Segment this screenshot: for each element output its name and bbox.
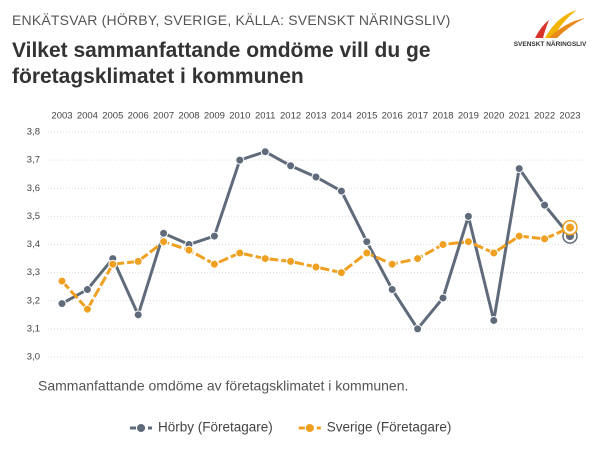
x-tick-label: 2012	[280, 111, 301, 122]
x-tick-label: 2018	[432, 111, 453, 122]
point	[463, 237, 473, 247]
x-tick-label: 2011	[255, 111, 275, 122]
point	[133, 310, 143, 320]
x-tick-label: 2016	[382, 111, 403, 122]
x-tick-label: 2023	[559, 111, 580, 122]
point	[463, 211, 473, 221]
point	[57, 299, 67, 309]
point	[235, 248, 245, 258]
x-tick-label: 2017	[407, 111, 428, 122]
x-tick-label: 2003	[51, 111, 72, 122]
x-tick-label: 2005	[102, 111, 123, 122]
x-tick-label: 2006	[128, 111, 149, 122]
x-tick-label: 2007	[153, 111, 174, 122]
y-tick-label: 3,0	[27, 352, 40, 363]
point	[362, 248, 372, 258]
logo-wing	[549, 18, 585, 38]
logo: SVENSKT NÄRINGSLIV	[514, 10, 587, 48]
x-tick-label: 2010	[229, 111, 250, 122]
point	[311, 262, 321, 272]
x-tick-label: 2014	[331, 111, 352, 122]
y-tick-label: 3,7	[27, 155, 40, 166]
point	[108, 259, 118, 269]
point	[260, 147, 270, 157]
legend-label: Sverige (Företagare)	[327, 420, 452, 435]
point	[286, 256, 296, 266]
point	[413, 324, 423, 334]
point	[82, 304, 92, 314]
point	[159, 237, 169, 247]
y-tick-label: 3,2	[27, 295, 40, 306]
point	[413, 254, 423, 264]
legend-marker	[305, 424, 314, 432]
x-tick-label: 2013	[305, 111, 326, 122]
chart-title: Vilket sammanfattande omdöme vill du ge …	[12, 39, 431, 88]
x-tick-label: 2021	[509, 111, 530, 122]
legend-marker	[137, 424, 145, 432]
point	[336, 268, 346, 278]
x-tick-label: 2019	[458, 111, 479, 122]
y-tick-label: 3,6	[27, 183, 40, 194]
point	[438, 240, 448, 249]
point	[540, 234, 550, 244]
x-tick-label: 2004	[77, 111, 98, 122]
x-tick-label: 2015	[356, 111, 377, 122]
point	[336, 186, 346, 196]
point	[540, 200, 550, 210]
point	[260, 254, 270, 264]
point	[286, 161, 296, 171]
point	[57, 276, 67, 286]
x-tick-label: 2020	[483, 111, 504, 122]
point	[209, 231, 219, 241]
y-tick-label: 3,5	[27, 211, 40, 222]
y-tick-label: 3,8	[27, 127, 40, 138]
point	[438, 293, 448, 303]
point	[209, 259, 219, 269]
point	[387, 285, 397, 294]
legend-label: Hörby (Företagare)	[158, 420, 273, 435]
x-tick-label: 2022	[534, 111, 555, 122]
y-tick-label: 3,1	[27, 323, 40, 334]
point	[362, 237, 372, 247]
point	[235, 155, 245, 165]
point	[489, 248, 499, 258]
point	[184, 245, 194, 255]
x-tick-label: 2008	[178, 111, 199, 122]
point	[514, 164, 524, 174]
point	[387, 259, 397, 269]
y-tick-label: 3,4	[27, 239, 40, 250]
point	[82, 285, 92, 294]
logo-wing	[545, 10, 577, 38]
header: ENKÄTSVAR (HÖRBY, SVERIGE, KÄLLA: SVENSK…	[12, 12, 451, 28]
point	[489, 315, 499, 325]
point	[133, 256, 143, 266]
x-tick-label: 2009	[204, 111, 225, 122]
point	[311, 172, 321, 182]
logo-wing	[535, 20, 549, 38]
point	[514, 231, 524, 241]
logo-text: SVENSKT NÄRINGSLIV	[514, 40, 587, 48]
caption: Sammanfattande omdöme av företagsklimate…	[38, 378, 408, 394]
y-tick-label: 3,3	[27, 267, 40, 278]
point	[159, 228, 169, 238]
point	[565, 222, 575, 233]
